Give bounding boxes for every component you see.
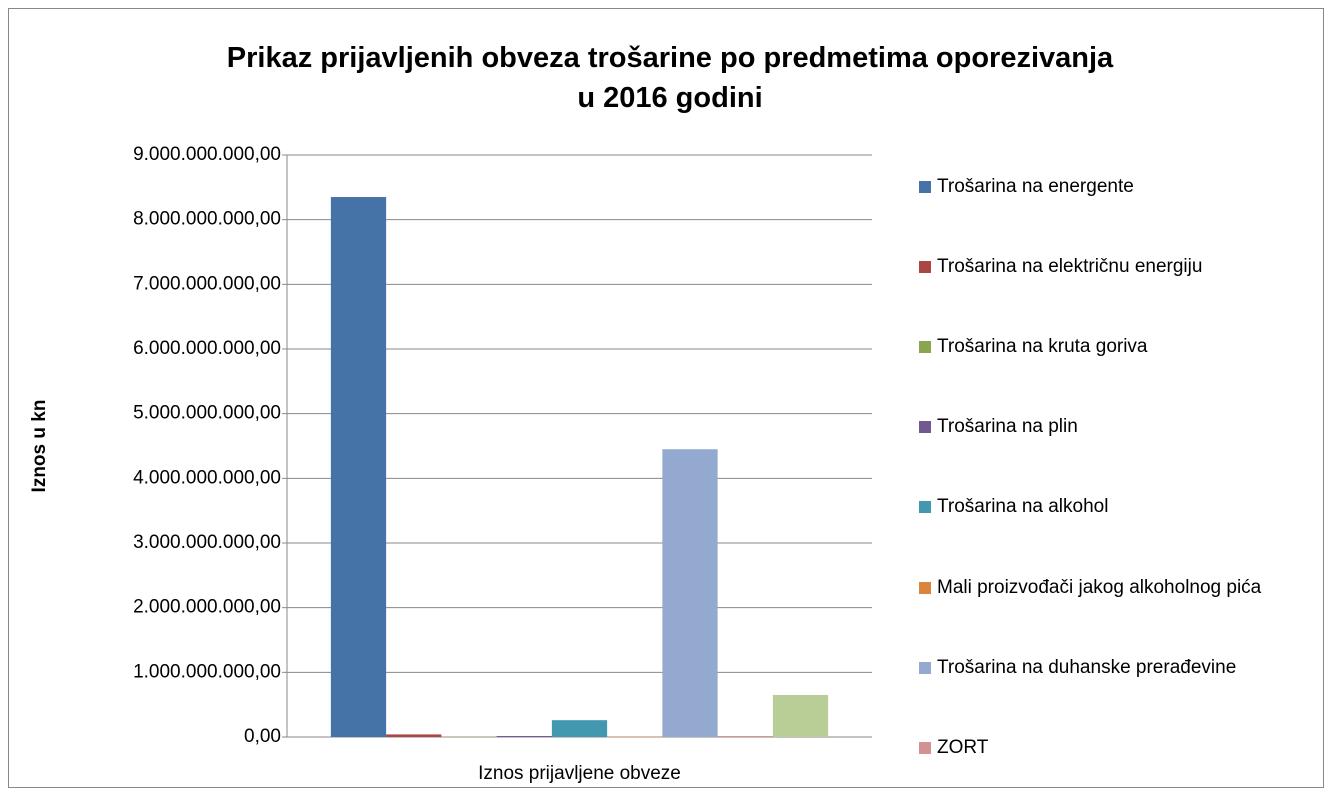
legend-item: Trošarina na kruta goriva	[919, 331, 1314, 362]
legend-item: Trošarina na električnu energiju	[919, 251, 1314, 282]
y-tick-label: 0,00	[244, 726, 281, 747]
legend-label: Trošarina na energente	[937, 175, 1134, 197]
y-tick-label: 3.000.000.000,00	[133, 532, 281, 553]
legend-item: Trošarina na alkohol	[919, 491, 1314, 522]
y-tick-label: 4.000.000.000,00	[133, 467, 281, 488]
legend-label: Trošarina na duhanske prerađevine	[937, 656, 1237, 678]
legend-swatch	[919, 340, 931, 353]
legend-item: Trošarina na energente	[919, 171, 1314, 202]
legend-swatch	[919, 501, 931, 514]
legend-swatch	[919, 260, 931, 273]
legend-swatch	[919, 180, 931, 193]
bar	[496, 736, 552, 737]
bar	[551, 720, 608, 737]
y-tick-label: 5.000.000.000,00	[133, 403, 281, 424]
y-tick-label: 1.000.000.000,00	[133, 661, 281, 682]
legend-label: Trošarina na električnu energiju	[937, 255, 1203, 277]
bar	[772, 694, 829, 737]
legend-label: Trošarina na alkohol	[937, 496, 1109, 518]
bar	[717, 736, 773, 737]
y-tick-label: 8.000.000.000,00	[133, 209, 281, 230]
chart-frame	[8, 8, 1324, 788]
y-tick-label: 2.000.000.000,00	[133, 597, 281, 618]
legend-label: ZORT	[937, 736, 989, 758]
bar	[607, 736, 663, 738]
chart-title: Prikaz prijavljenih obveza trošarine po …	[226, 42, 1114, 114]
legend-swatch	[919, 741, 931, 754]
x-tick-label: Iznos prijavljene obveze	[478, 763, 681, 784]
y-tick-label: 9.000.000.000,00	[133, 144, 281, 165]
legend-swatch	[919, 661, 931, 674]
legend-label: Trošarina na kruta goriva	[937, 335, 1148, 357]
legend-item: Mali proizvođači jakog alkoholnog pića	[919, 572, 1314, 603]
y-tick-label: 7.000.000.000,00	[133, 273, 281, 294]
y-axis-title: Iznos u kn	[29, 400, 50, 493]
legend-label: Mali proizvođači jakog alkoholnog pića	[937, 576, 1262, 598]
legend-swatch	[919, 421, 931, 434]
bar	[330, 197, 387, 738]
bar	[386, 734, 442, 737]
legend-swatch	[919, 581, 931, 594]
legend-item: Trošarina na duhanske prerađevine	[919, 652, 1314, 683]
y-tick-label: 6.000.000.000,00	[133, 338, 281, 359]
bar	[441, 736, 497, 738]
legend-item: ZORT	[919, 732, 1314, 763]
bar	[662, 449, 718, 737]
legend-label: Trošarina na plin	[937, 416, 1078, 438]
legend-item: Trošarina na plin	[919, 411, 1314, 442]
